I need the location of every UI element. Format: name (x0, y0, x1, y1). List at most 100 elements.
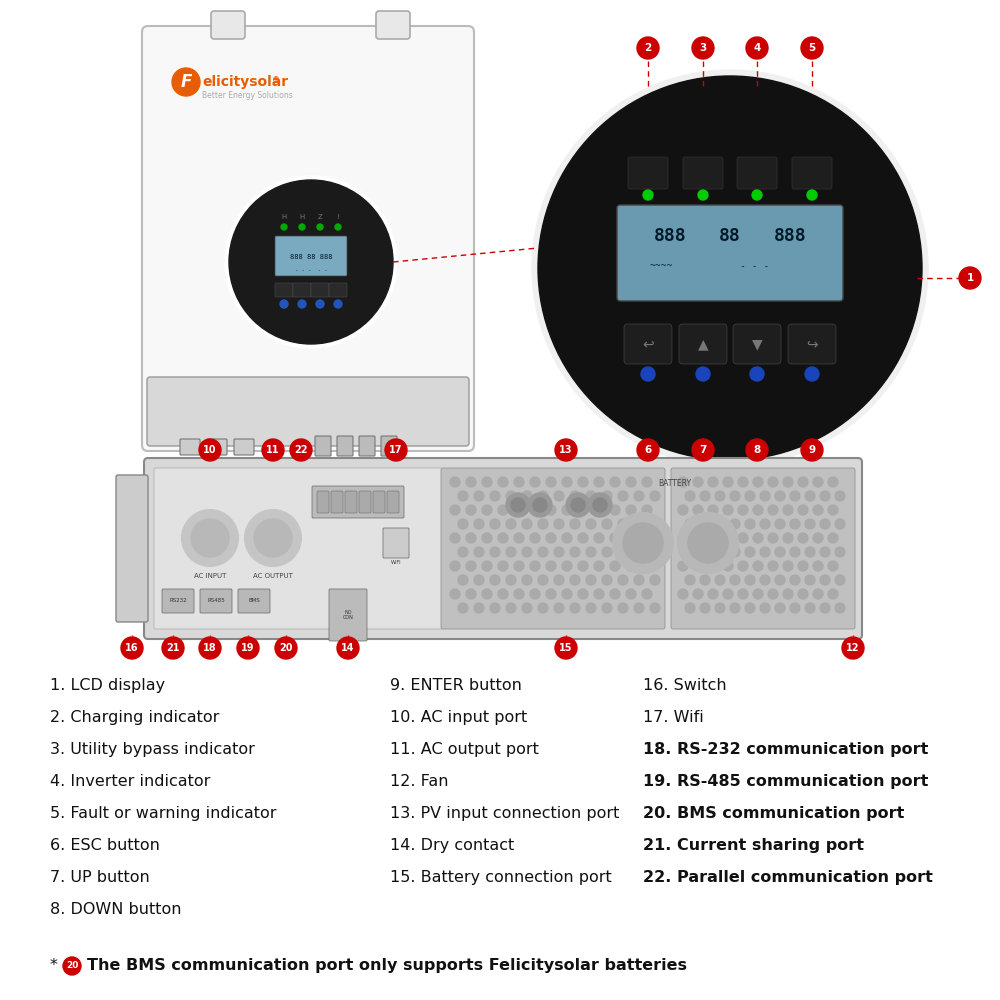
Circle shape (546, 505, 556, 515)
Circle shape (490, 603, 500, 613)
Circle shape (745, 491, 755, 501)
Text: 19. RS-485 communication port: 19. RS-485 communication port (643, 774, 928, 789)
Circle shape (650, 575, 660, 585)
Circle shape (450, 477, 460, 487)
Circle shape (700, 547, 710, 557)
Circle shape (753, 589, 763, 599)
Circle shape (783, 477, 793, 487)
Circle shape (299, 224, 305, 230)
Circle shape (692, 37, 714, 59)
Circle shape (594, 505, 604, 515)
Circle shape (562, 561, 572, 571)
Circle shape (532, 70, 928, 466)
Circle shape (685, 519, 695, 529)
Text: WIFI: WIFI (391, 560, 401, 566)
Circle shape (555, 637, 577, 659)
FancyBboxPatch shape (359, 491, 371, 513)
FancyBboxPatch shape (331, 491, 343, 513)
Circle shape (798, 561, 808, 571)
Circle shape (634, 519, 644, 529)
Circle shape (570, 519, 580, 529)
Circle shape (790, 575, 800, 585)
Circle shape (570, 603, 580, 613)
FancyBboxPatch shape (312, 486, 404, 518)
Circle shape (275, 637, 297, 659)
Text: BMS: BMS (248, 598, 260, 603)
Circle shape (678, 589, 688, 599)
Text: - - -: - - - (740, 261, 769, 271)
Text: 7: 7 (699, 445, 707, 455)
Circle shape (578, 561, 588, 571)
Circle shape (783, 533, 793, 543)
Circle shape (335, 224, 341, 230)
Circle shape (538, 603, 548, 613)
Circle shape (693, 477, 703, 487)
Circle shape (783, 505, 793, 515)
Text: 2: 2 (644, 43, 652, 53)
Circle shape (678, 477, 688, 487)
Circle shape (458, 547, 468, 557)
Circle shape (801, 37, 823, 59)
Circle shape (642, 505, 652, 515)
Circle shape (626, 589, 636, 599)
Circle shape (506, 547, 516, 557)
Circle shape (474, 603, 484, 613)
FancyBboxPatch shape (317, 491, 329, 513)
Text: H: H (281, 214, 287, 220)
Text: 15: 15 (559, 643, 573, 653)
Circle shape (693, 533, 703, 543)
Text: 11: 11 (266, 445, 280, 455)
Circle shape (482, 589, 492, 599)
Circle shape (708, 477, 718, 487)
Circle shape (842, 637, 864, 659)
Circle shape (554, 575, 564, 585)
Circle shape (562, 533, 572, 543)
Circle shape (835, 603, 845, 613)
FancyBboxPatch shape (788, 324, 836, 364)
Circle shape (571, 498, 585, 512)
Circle shape (723, 533, 733, 543)
Circle shape (490, 575, 500, 585)
Circle shape (586, 603, 596, 613)
Circle shape (618, 491, 628, 501)
Circle shape (828, 533, 838, 543)
Text: 13. PV input connection port: 13. PV input connection port (390, 806, 619, 821)
Circle shape (700, 519, 710, 529)
Circle shape (730, 575, 740, 585)
Circle shape (805, 367, 819, 381)
Text: 1: 1 (966, 273, 974, 283)
FancyBboxPatch shape (628, 157, 668, 189)
Circle shape (254, 519, 292, 557)
Text: The BMS communication port only supports Felicitysolar batteries: The BMS communication port only supports… (87, 958, 687, 973)
Circle shape (602, 603, 612, 613)
Text: 6: 6 (644, 445, 652, 455)
Circle shape (715, 547, 725, 557)
Circle shape (562, 477, 572, 487)
Circle shape (626, 477, 636, 487)
Text: elicitysolar: elicitysolar (202, 75, 288, 89)
Circle shape (528, 493, 552, 517)
Circle shape (820, 547, 830, 557)
FancyBboxPatch shape (315, 436, 331, 456)
Circle shape (385, 439, 407, 461)
Circle shape (768, 533, 778, 543)
Circle shape (458, 519, 468, 529)
Circle shape (790, 547, 800, 557)
Circle shape (693, 589, 703, 599)
Circle shape (723, 477, 733, 487)
Circle shape (199, 637, 221, 659)
Circle shape (578, 477, 588, 487)
Circle shape (554, 491, 564, 501)
Circle shape (63, 957, 81, 975)
Circle shape (790, 603, 800, 613)
Circle shape (522, 603, 532, 613)
Text: 19: 19 (241, 643, 255, 653)
Circle shape (482, 505, 492, 515)
Circle shape (708, 589, 718, 599)
Circle shape (745, 519, 755, 529)
Circle shape (828, 561, 838, 571)
Text: RS232: RS232 (169, 598, 187, 603)
Circle shape (626, 561, 636, 571)
Circle shape (715, 519, 725, 529)
Circle shape (506, 603, 516, 613)
